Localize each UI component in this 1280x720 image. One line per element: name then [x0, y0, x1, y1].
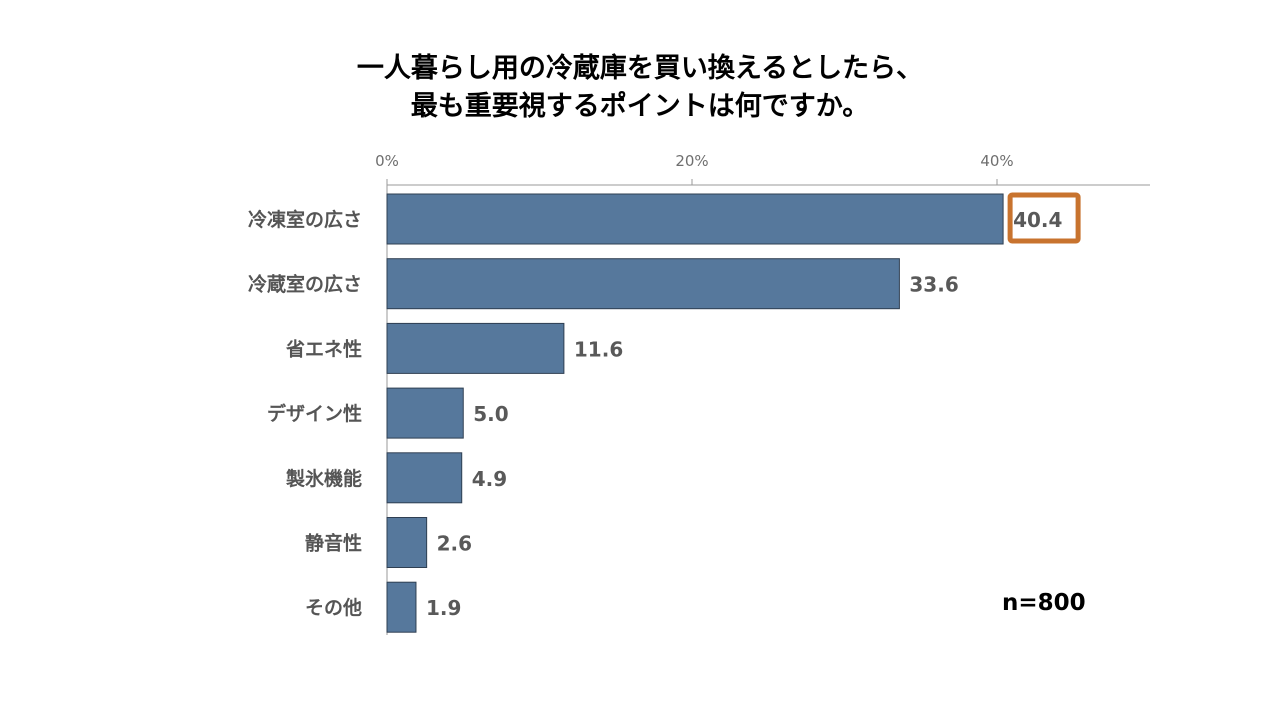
- data-label: 2.6: [437, 532, 472, 556]
- category-label: デザイン性: [267, 402, 362, 425]
- category-label: 静音性: [305, 532, 362, 555]
- bar: [386, 387, 464, 439]
- data-label: 40.4: [1013, 208, 1062, 232]
- data-label: 5.0: [473, 402, 508, 426]
- x-tick-label: 40%: [980, 152, 1013, 170]
- data-label: 33.6: [909, 273, 958, 297]
- category-label: その他: [305, 596, 362, 619]
- bar: [386, 258, 900, 310]
- chart-title: 一人暮らし用の冷蔵庫を買い換えるとしたら、 最も重要視するポイントは何ですか。: [0, 50, 1280, 126]
- sample-size-note: n=800: [1002, 590, 1086, 616]
- chart-title-line-1: 一人暮らし用の冷蔵庫を買い換えるとしたら、: [356, 53, 924, 84]
- bar: [386, 193, 1004, 245]
- data-label: 4.9: [472, 467, 507, 491]
- bar: [386, 322, 565, 374]
- bar: [386, 452, 463, 504]
- highlight-box: [1007, 192, 1081, 244]
- bar: [386, 517, 428, 568]
- category-label: 省エネ性: [285, 337, 362, 360]
- bar: [386, 581, 417, 633]
- data-label: 11.6: [574, 337, 623, 361]
- x-tick-label: 20%: [675, 152, 708, 170]
- category-label: 製氷機能: [285, 467, 362, 490]
- data-label: 1.9: [426, 596, 461, 620]
- chart-title-line-2: 最も重要視するポイントは何ですか。: [410, 91, 870, 122]
- category-label: 冷蔵室の広さ: [248, 273, 362, 296]
- category-label: 冷凍室の広さ: [248, 208, 362, 231]
- x-tick-label: 0%: [375, 152, 399, 170]
